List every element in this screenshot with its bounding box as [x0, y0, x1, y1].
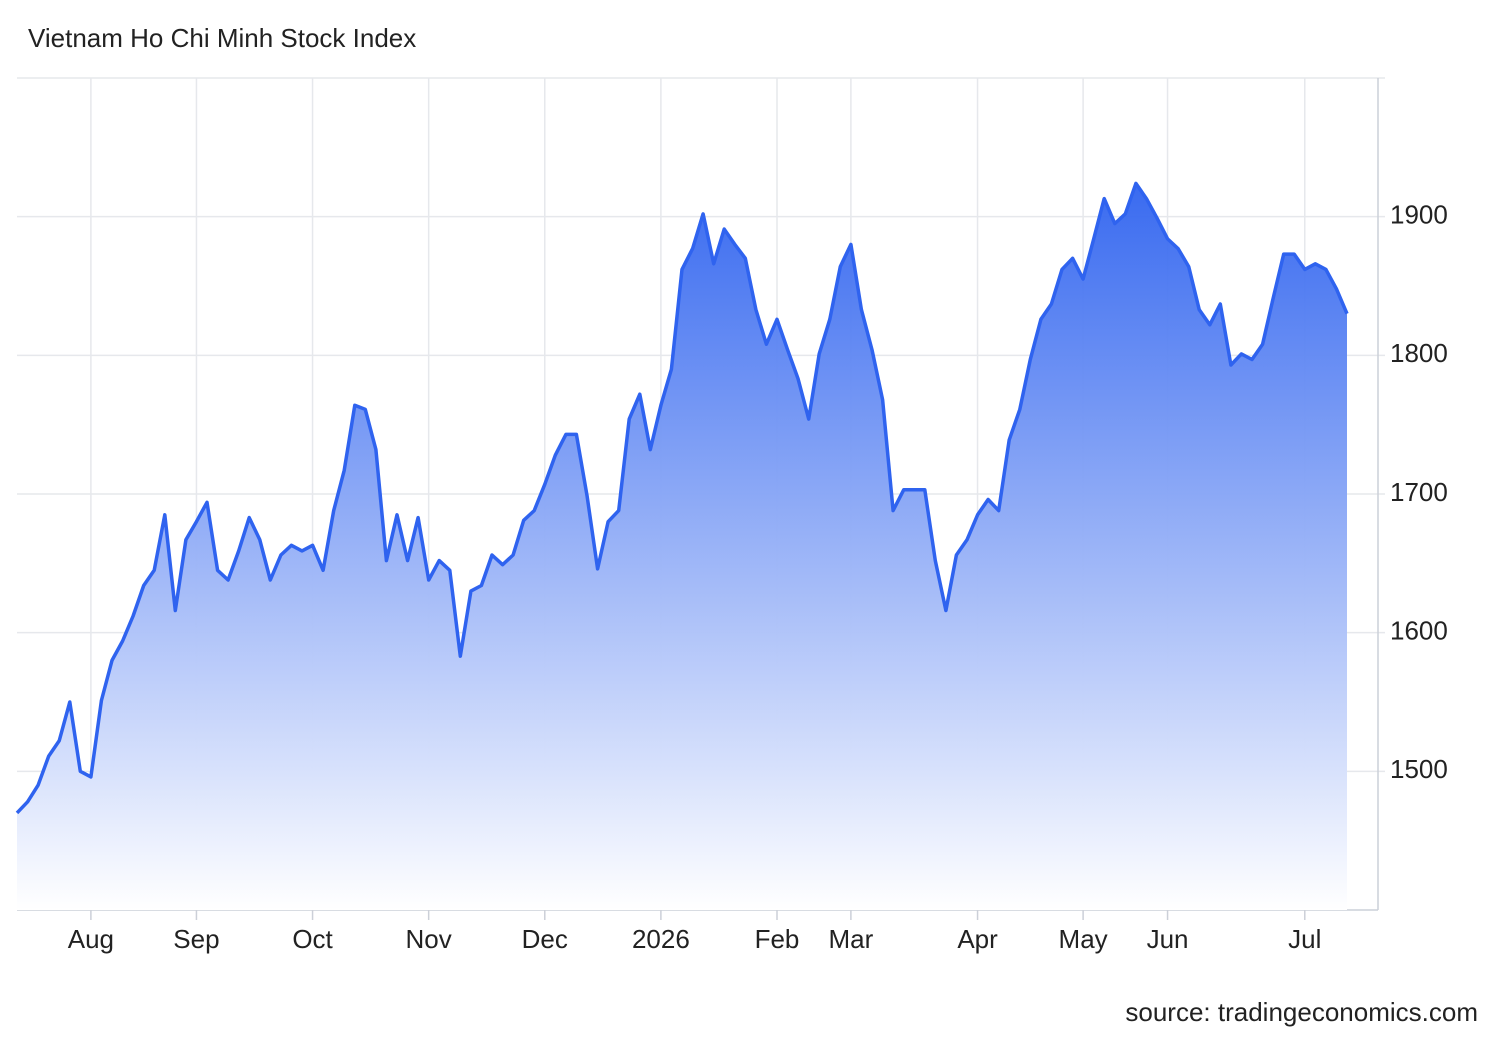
x-tick-label: Jun: [1147, 924, 1189, 954]
y-tick-label: 1800: [1390, 338, 1448, 368]
x-tick-label: Jul: [1288, 924, 1321, 954]
y-tick-label: 1700: [1390, 477, 1448, 507]
x-tick-label: Oct: [292, 924, 333, 954]
y-tick-label: 1500: [1390, 754, 1448, 784]
x-tick-label: Feb: [755, 924, 800, 954]
x-tick-label: Dec: [522, 924, 568, 954]
x-tick-label: Sep: [173, 924, 219, 954]
x-tick-label: Aug: [68, 924, 114, 954]
x-tick-label: Nov: [406, 924, 452, 954]
source-note: source: tradingeconomics.com: [1125, 997, 1478, 1027]
index-line: [15, 181, 1349, 815]
y-tick-label: 1600: [1390, 616, 1448, 646]
chart-title: Vietnam Ho Chi Minh Stock Index: [28, 23, 416, 53]
x-tick-label: 2026: [632, 924, 690, 954]
x-tick-label: Mar: [828, 924, 873, 954]
x-tick-label: May: [1059, 924, 1108, 954]
x-tick-label: Apr: [957, 924, 998, 954]
y-tick-label: 1900: [1390, 200, 1448, 230]
area-fill: [17, 183, 1347, 910]
